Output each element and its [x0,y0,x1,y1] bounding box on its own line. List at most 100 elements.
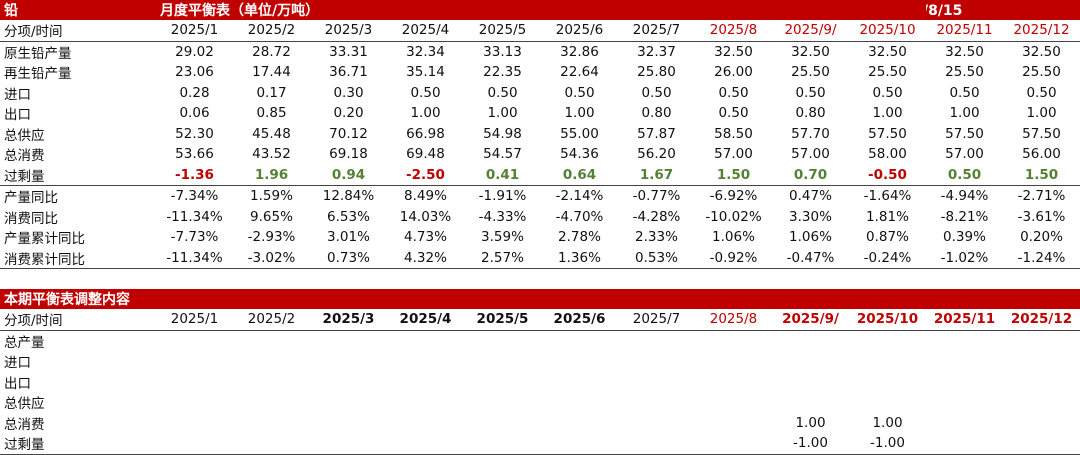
data-cell: 1.36% [541,247,618,269]
data-cell: 0.50 [487,84,518,101]
data-cell: 6.53% [327,208,370,225]
data-cell: 32.50 [1022,43,1061,60]
table-row: 过剩量 -1.36 1.96 0.94 -2.50 0.41 0.64 1.67 1.50 0.7… [0,165,1080,186]
data-cell: 0.80 [641,105,672,122]
data-cell [1003,372,1080,393]
data-cell [1003,330,1080,351]
data-cell [695,351,772,372]
month-header: 2025/1 [156,20,233,42]
data-cell [695,433,772,455]
data-cell: 57.00 [791,146,830,163]
data-cell: 52.30 [175,125,214,142]
data-cell [1003,413,1080,434]
data-cell: -3.02% [233,247,310,269]
data-cell: -2.14% [541,185,618,207]
data-cell: 1.50 [716,166,751,183]
data-cell: 25.50 [791,64,830,81]
data-cell [618,413,695,434]
month-header: 2025/2 [233,20,310,42]
data-cell [1003,351,1080,372]
data-cell: 0.50 [641,84,672,101]
table-row: 原生铅产量 29.02 28.72 33.31 32.34 33.13 32.86 32.37… [0,41,1080,62]
data-cell: 0.50 [718,105,749,122]
row-label: 原生铅产量 [4,45,72,62]
data-cell [464,433,541,455]
data-cell: 57.50 [1022,125,1061,142]
table-row: 出口 0.06 0.85 0.20 1.00 1.00 1.00 0.80 0.50 0.80 1.… [0,103,1080,124]
data-cell: -7.73% [170,229,219,246]
data-cell [310,433,387,455]
data-cell [464,372,541,393]
data-cell [156,372,233,393]
data-cell [233,433,310,455]
month-header: 2025/1 [156,309,233,331]
title-band: 铅 月度平衡表（单位/万吨） 版本：2025/8/15 [0,0,1080,20]
month-header: 2025/9/ [772,20,849,42]
data-cell: 32.34 [406,43,445,60]
table-row: 再生铅产量 23.06 17.44 36.71 35.14 22.35 22.64 25.80… [0,62,1080,83]
data-cell: 0.50 [718,84,749,101]
table-row: 消费累计同比 -11.34% -3.02% 0.73% 4.32% 2.57% 1.36% 0… [0,247,1080,269]
data-cell: 0.94 [331,166,366,183]
data-cell: -11.34% [166,208,223,225]
data-cell [618,330,695,351]
data-cell [310,413,387,434]
data-cell [541,372,618,393]
data-cell: 32.50 [868,43,907,60]
data-cell: 26.00 [714,64,753,81]
month-header: 2025/4 [387,20,464,42]
adjust-title: 本期平衡表调整内容 [0,289,1080,309]
month-header: 2025/10 [849,309,926,331]
table-row: 进口 0.28 0.17 0.30 0.50 0.50 0.50 0.50 0.50 0.50 0.… [0,83,1080,104]
data-cell [1003,433,1080,455]
data-cell: -1.00 [772,433,849,455]
data-cell: -3.61% [1017,208,1066,225]
data-cell: 56.20 [637,146,676,163]
data-cell [541,433,618,455]
table-row: 总供应 52.30 45.48 70.12 66.98 54.98 55.00 57.87 58… [0,124,1080,145]
data-cell [310,392,387,413]
data-cell: -2.93% [247,229,296,246]
table-row: 总消费 53.66 43.52 69.18 69.48 54.57 54.36 56.20 57… [0,144,1080,165]
row-label: 产量累计同比 [4,231,85,248]
data-cell: -1.36 [175,166,214,183]
data-cell: 0.80 [795,105,826,122]
data-cell [387,372,464,393]
data-cell [464,392,541,413]
data-cell [387,392,464,413]
data-cell [772,351,849,372]
data-cell: -0.50 [868,166,907,183]
data-cell: 1.00 [872,105,903,122]
data-cell [849,372,926,393]
data-cell: 29.02 [175,43,214,60]
data-cell [387,433,464,455]
data-cell: 35.14 [406,64,445,81]
data-cell [233,413,310,434]
data-cell: 0.39% [943,229,986,246]
commodity-title: 铅 [0,0,156,20]
month-header: 2025/9/ [772,309,849,331]
data-cell: 22.35 [483,64,522,81]
month-header: 2025/7 [618,20,695,42]
data-cell: 53.66 [175,146,214,163]
data-cell [695,413,772,434]
row-label: 消费累计同比 [0,247,156,269]
data-cell: -6.92% [695,185,772,207]
data-cell: 9.65% [250,208,293,225]
data-cell: 3.59% [481,229,524,246]
adjust-header-row: 分项/时间 2025/1 2025/2 2025/3 2025/4 2025/5 2025/… [0,309,1080,331]
data-cell: 55.00 [560,125,599,142]
data-cell [310,351,387,372]
data-cell: 45.48 [252,125,291,142]
data-cell: 1.00 [410,105,441,122]
data-cell [541,392,618,413]
data-cell [772,392,849,413]
data-cell: -0.92% [695,247,772,269]
data-cell [618,351,695,372]
month-header: 2025/11 [926,20,1003,42]
data-cell: 2.33% [635,229,678,246]
month-header: 2025/12 [1003,309,1080,331]
table-row: 产量同比 -7.34% 1.59% 12.84% 8.49% -1.91% -2.14% -0… [0,185,1080,207]
data-cell: -4.33% [478,208,527,225]
table-row: 过剩量 -1.00 -1.00 [0,433,1080,455]
